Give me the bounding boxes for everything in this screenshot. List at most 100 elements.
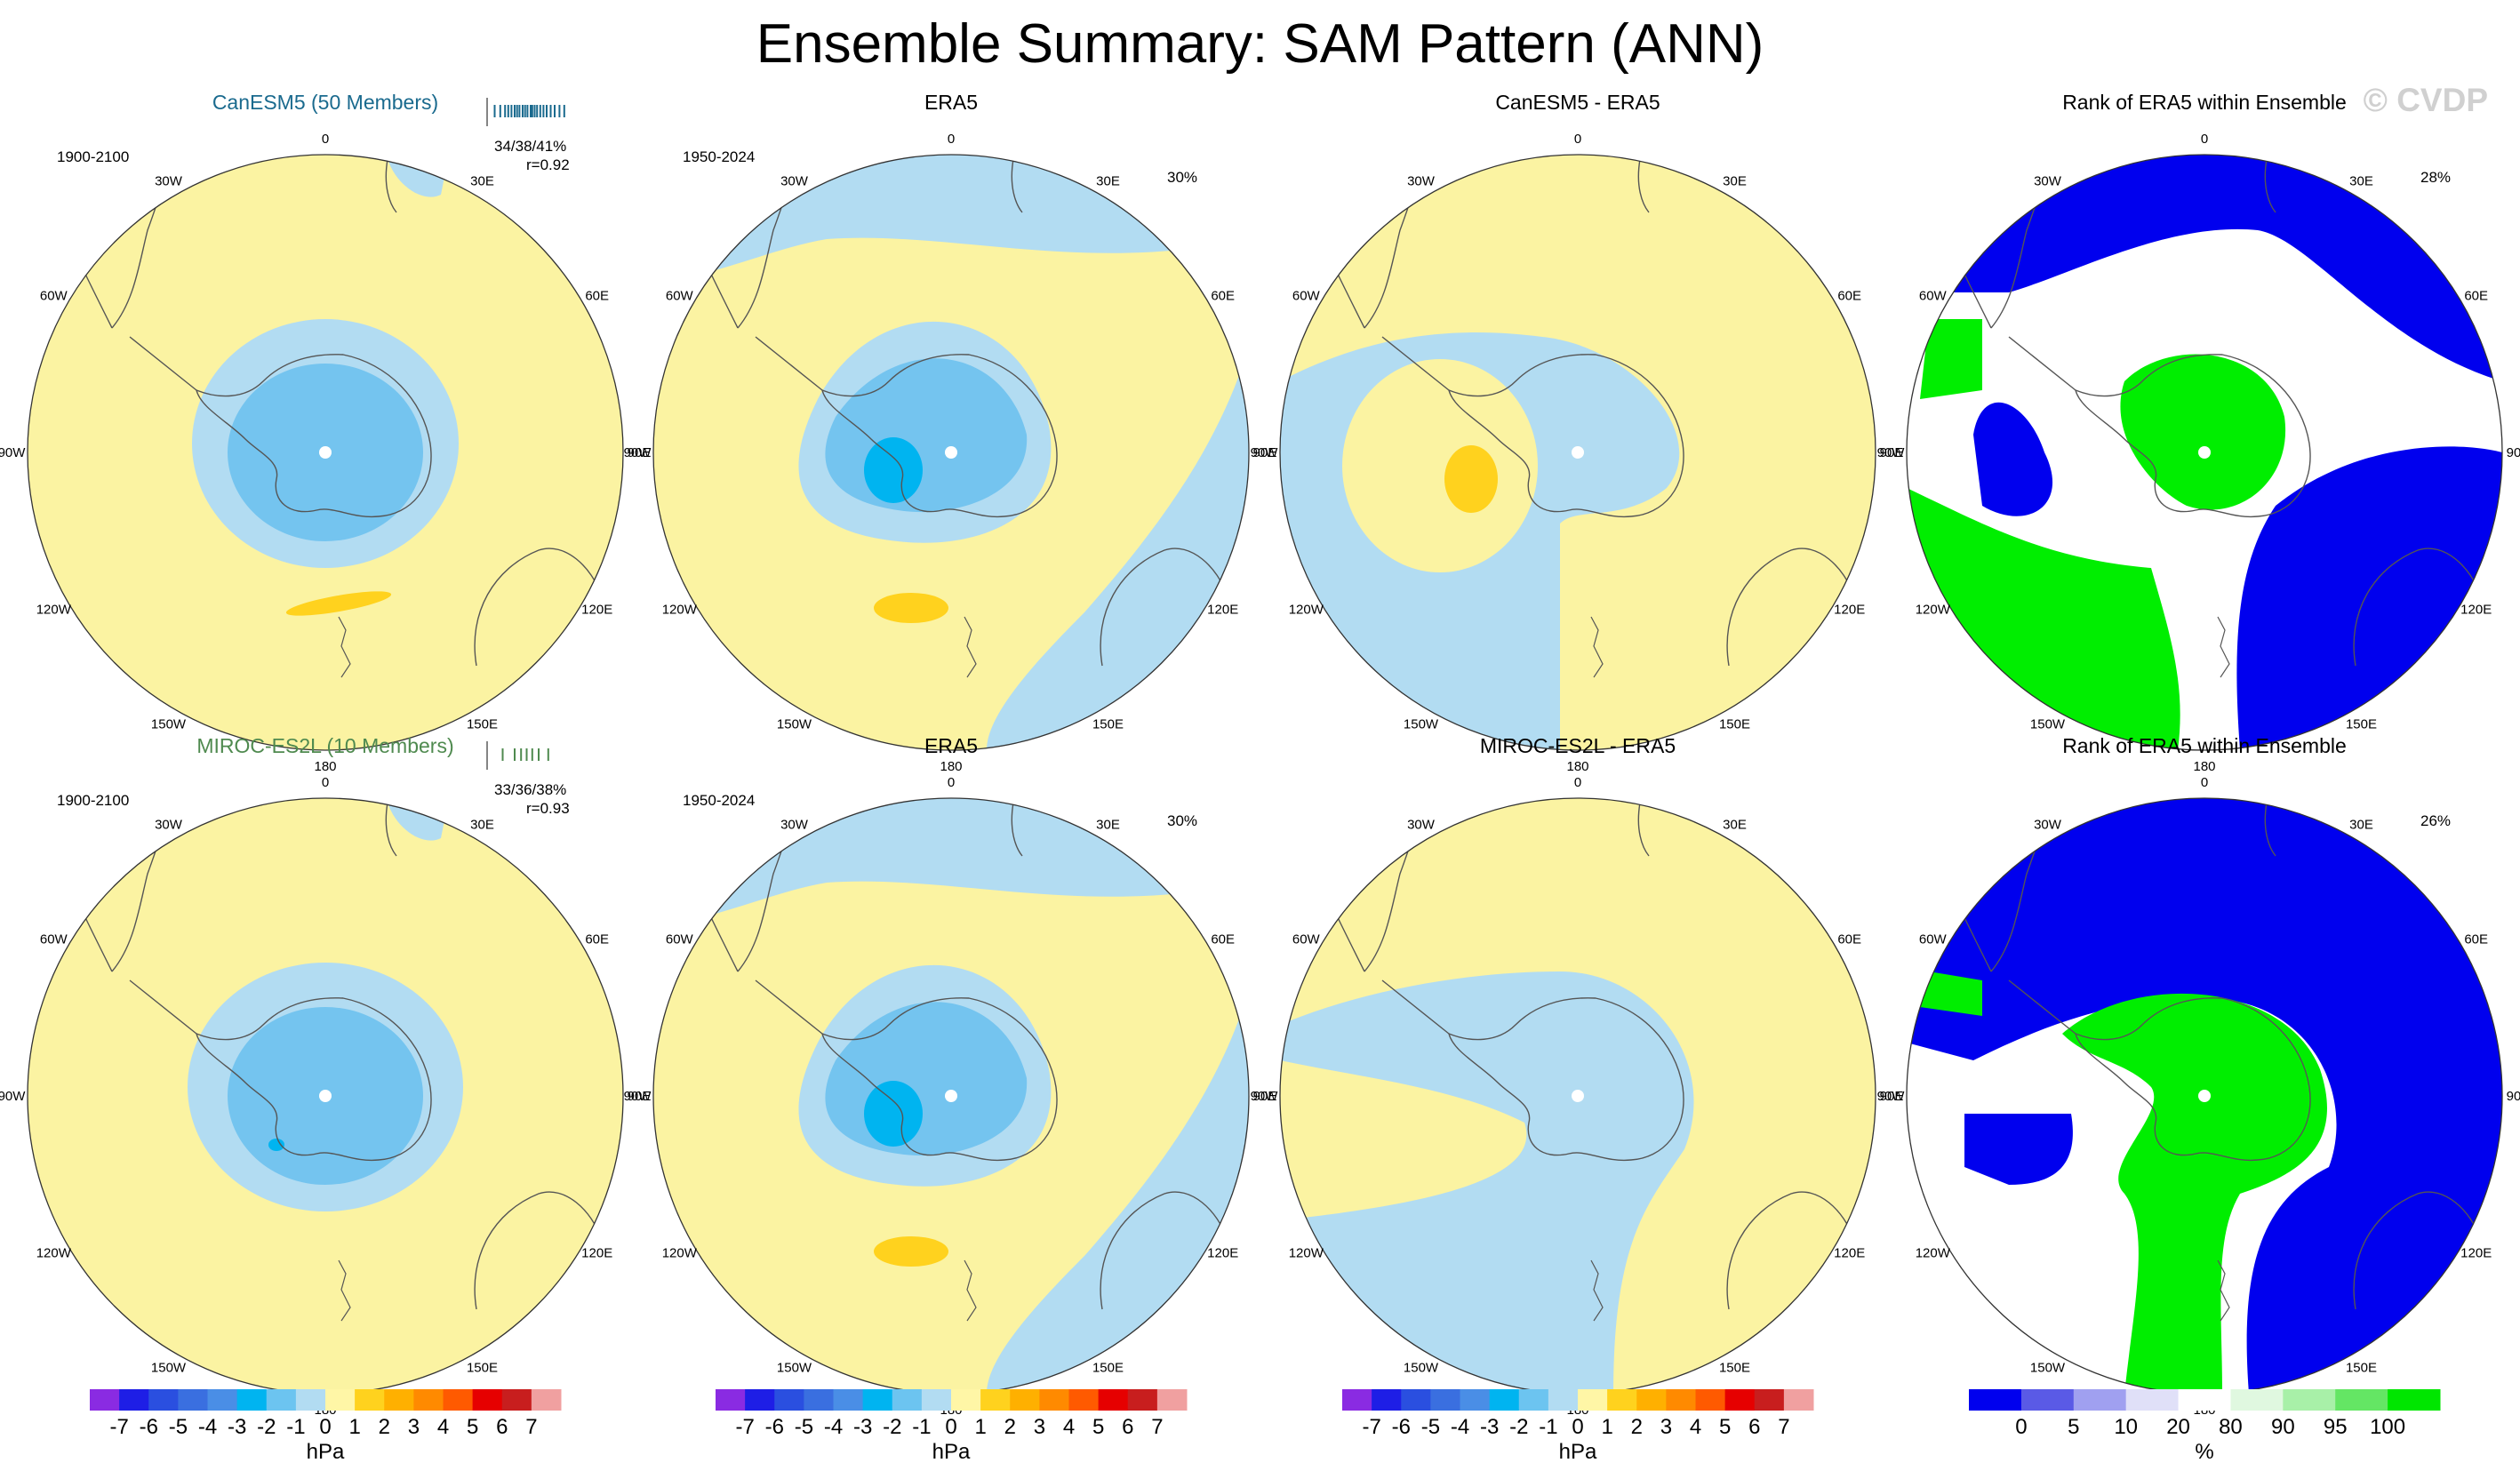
obs-title: ERA5 (924, 734, 979, 757)
colorbar-swatch (119, 1389, 149, 1411)
lon-label-60W: 60W (1292, 289, 1321, 304)
colorbar-tick-label: 2 (379, 1415, 390, 1439)
colorbar-tick-label: -7 (735, 1415, 754, 1439)
diff-title: CanESM5 - ERA5 (1495, 91, 1660, 114)
colorbar-swatch (1430, 1389, 1460, 1411)
antarctica-coastline (2074, 997, 2311, 1162)
lon-label-120E: 120E (581, 603, 612, 618)
obs-years: 1950-2024 (683, 148, 756, 165)
map-rank-0 (1907, 155, 2502, 750)
lon-label-30E: 30E (2349, 817, 2373, 832)
colorbar-tick-label: -2 (257, 1415, 276, 1439)
rank-pct: 28% (2420, 169, 2452, 186)
lon-label-60W: 60W (666, 932, 694, 947)
colorbar-tick-label: 100 (2370, 1415, 2405, 1439)
colorbar-tick-label: -3 (1480, 1415, 1499, 1439)
map-border (1279, 154, 1876, 751)
lon-label-30W: 30W (155, 173, 183, 188)
colorbar-tick-label: 5 (1719, 1415, 1731, 1439)
lon-label-30W: 30W (1407, 173, 1436, 188)
obs-variance-pct: 30% (1167, 812, 1198, 829)
antarctica-coastline (820, 354, 1058, 518)
model-years: 1900-2100 (57, 148, 130, 165)
colorbar-swatch (1578, 1389, 1608, 1411)
colorbar-tick-label: 3 (1034, 1415, 1045, 1439)
lon-label-90E: 90E (1880, 445, 1904, 460)
colorbar-swatch (1372, 1389, 1402, 1411)
lon-label-30W: 30W (780, 173, 809, 188)
new-zealand-coastline (338, 1259, 351, 1322)
new-zealand-coastline (1590, 1259, 1604, 1322)
colorbar-tick-label: 0 (945, 1415, 956, 1439)
lon-label-90E: 90E (2507, 1089, 2520, 1104)
colorbar-swatch (745, 1389, 775, 1411)
africa-coastline (1637, 158, 1650, 213)
positive-anomaly-core (1444, 445, 1498, 513)
lon-label-150E: 150E (467, 717, 498, 732)
lon-label-120W: 120W (662, 603, 698, 618)
lon-label-0: 0 (1574, 132, 1581, 147)
lon-label-60E: 60E (1211, 289, 1235, 304)
lon-label-90W: 90W (624, 445, 652, 460)
map-diff-1 (1280, 798, 1876, 1394)
colorbar-swatch (325, 1389, 356, 1411)
lon-label-30W: 30W (2034, 173, 2062, 188)
lon-label-150W: 150W (2030, 1361, 2066, 1376)
lon-label-0: 0 (2201, 132, 2208, 147)
colorbar-swatch (2283, 1389, 2336, 1411)
model-years: 1900-2100 (57, 792, 130, 809)
sam-negative-max (864, 1081, 923, 1147)
colorbar-tick-label: 5 (2068, 1415, 2079, 1439)
colorbar-swatch (207, 1389, 238, 1411)
colorbar-tick-label: -4 (198, 1415, 217, 1439)
lon-label-120W: 120W (1289, 1246, 1324, 1261)
africa-coastline (1011, 802, 1023, 857)
antarctic-peninsula (755, 979, 823, 1035)
antarctica-coastline (195, 354, 432, 518)
colorbar-swatch (2335, 1389, 2388, 1411)
positive-anomaly-pacific (285, 591, 392, 616)
lon-label-60E: 60E (1837, 932, 1861, 947)
colorbar-swatch (1724, 1389, 1756, 1411)
colorbar-tick-label: 6 (496, 1415, 508, 1439)
lon-label-60W: 60W (666, 289, 694, 304)
lon-label-0: 0 (322, 775, 329, 790)
lon-label-60E: 60E (585, 289, 609, 304)
colorbar-tick-label: 7 (1778, 1415, 1789, 1439)
lon-label-180: 180 (1566, 759, 1588, 774)
colorbar-swatch (1489, 1389, 1520, 1411)
south-pole-marker (1572, 446, 1584, 459)
lon-label-90E: 90E (1253, 445, 1277, 460)
lon-label-90E: 90E (2507, 445, 2520, 460)
lon-label-150E: 150E (1092, 717, 1124, 732)
lon-label-180: 180 (940, 759, 962, 774)
lon-label-90E: 90E (628, 445, 652, 460)
lon-label-30E: 30E (1096, 173, 1120, 188)
colorbar-swatch (295, 1389, 326, 1411)
colorbar-tick-label: 95 (2324, 1415, 2348, 1439)
south-pole-marker (945, 446, 957, 459)
colorbar-tick-label: -5 (1421, 1415, 1440, 1439)
colorbar-swatch (892, 1389, 923, 1411)
lon-label-120E: 120E (581, 1246, 612, 1261)
africa-coastline (385, 802, 397, 857)
colorbar-swatch (413, 1389, 444, 1411)
colorbar-swatch (472, 1389, 503, 1411)
antarctic-peninsula (129, 979, 197, 1035)
positive-anomaly-pacific (874, 593, 948, 623)
lon-label-30W: 30W (780, 817, 809, 832)
lon-label-150W: 150W (1404, 717, 1439, 732)
colorbar-tick-label: 7 (1151, 1415, 1163, 1439)
rank-title: Rank of ERA5 within Ensemble (2062, 734, 2347, 757)
south-pole-marker (945, 1090, 957, 1102)
colorbar-swatch (1548, 1389, 1579, 1411)
colorbar-swatch (2388, 1389, 2441, 1411)
colorbar-tick-label: 0 (319, 1415, 331, 1439)
colorbar-swatch (236, 1389, 268, 1411)
lon-label-60E: 60E (2464, 289, 2488, 304)
lon-label-60W: 60W (1292, 932, 1321, 947)
colorbar-swatch (1969, 1389, 2022, 1411)
australia-coastline (1726, 1191, 1854, 1310)
colorbar-swatch (148, 1389, 179, 1411)
